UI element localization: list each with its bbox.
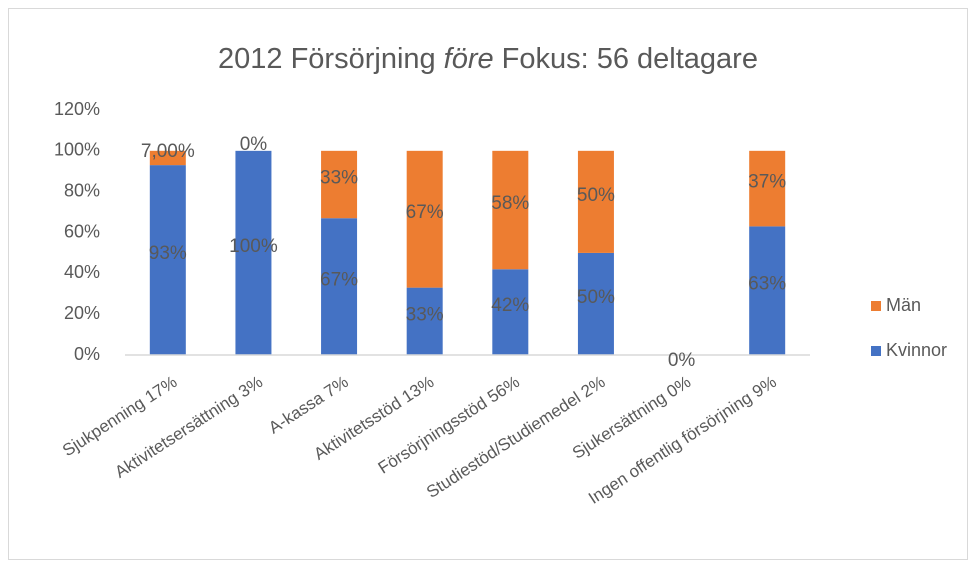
data-label: 7,00%	[141, 141, 195, 162]
bar-segment	[149, 165, 186, 355]
legend-swatch	[871, 301, 881, 311]
bar-segment	[749, 150, 786, 227]
bar-segment	[149, 150, 186, 166]
y-tick-label: 20%	[64, 303, 100, 323]
data-label: 100%	[229, 236, 278, 257]
legend-label: Kvinnor	[886, 340, 947, 360]
y-tick-label: 80%	[64, 180, 100, 200]
legend-swatch	[871, 346, 881, 356]
title-part: Fokus: 56 deltagare	[502, 43, 758, 75]
bar-segment	[492, 269, 529, 355]
data-label: 67%	[406, 202, 444, 223]
legend-label: Män	[886, 295, 921, 315]
bar-segment	[749, 226, 786, 355]
data-label: 63%	[748, 274, 786, 295]
y-tick-label: 100%	[54, 140, 100, 160]
bar-segment	[406, 287, 443, 355]
data-label: 67%	[320, 270, 358, 291]
y-tick-label: 120%	[54, 99, 100, 119]
data-label: 37%	[748, 172, 786, 193]
data-label: 58%	[491, 193, 529, 214]
bar-segment	[235, 150, 272, 355]
bar-segment	[321, 218, 358, 355]
data-label: 33%	[320, 168, 358, 189]
data-label: 50%	[577, 287, 615, 308]
chart-title: 2012 Försörjning före Fokus: 56 deltagare	[218, 43, 758, 75]
bar-segment	[577, 252, 614, 355]
data-label: 42%	[491, 295, 529, 316]
data-label: 0%	[668, 350, 696, 371]
bar-segment	[492, 150, 529, 270]
y-tick-label: 40%	[64, 262, 100, 282]
data-label: 0%	[240, 134, 268, 155]
bar-segment	[577, 150, 614, 253]
title-part: före	[444, 43, 494, 75]
data-label: 33%	[406, 304, 444, 325]
bar-segment	[406, 150, 443, 288]
data-label: 93%	[149, 243, 187, 264]
data-label: 50%	[577, 185, 615, 206]
y-tick-label: 60%	[64, 221, 100, 241]
bar-segment	[321, 150, 358, 219]
title-part: 2012 Försörjning	[218, 43, 436, 75]
y-tick-label: 0%	[74, 344, 100, 364]
